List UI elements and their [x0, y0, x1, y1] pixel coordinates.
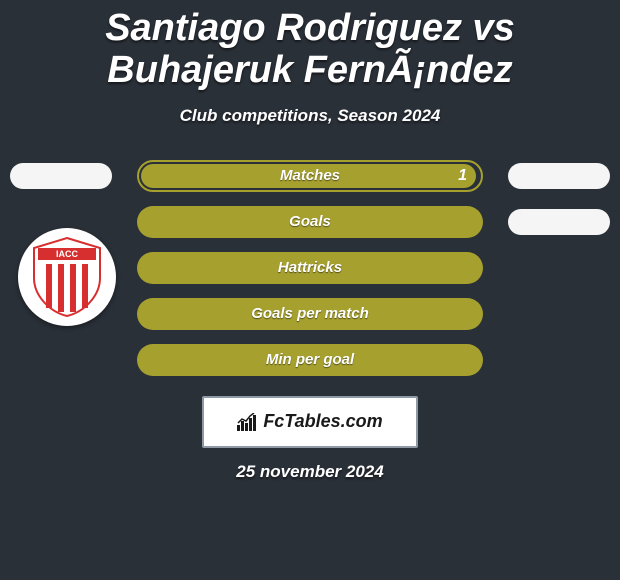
bar-goals: Goals [137, 206, 483, 238]
page-title: Santiago Rodriguez vs Buhajeruk FernÃ¡nd… [0, 0, 620, 92]
bar-label: Hattricks [278, 259, 342, 276]
club-badge: IACC [18, 228, 116, 326]
bar-label: Min per goal [266, 351, 354, 368]
bar-goals-per-match: Goals per match [137, 298, 483, 330]
pill-left [10, 163, 112, 189]
branding-text: FcTables.com [263, 411, 382, 432]
bar-hattricks: Hattricks [137, 252, 483, 284]
bar-matches: Matches 1 [137, 160, 483, 192]
bar-label: Matches [280, 167, 340, 184]
date-text: 25 november 2024 [0, 462, 620, 482]
chart-icon [237, 413, 257, 431]
row-goals: Goals [0, 206, 620, 238]
bar-min-per-goal: Min per goal [137, 344, 483, 376]
subtitle: Club competitions, Season 2024 [0, 106, 620, 126]
bar-label: Goals [289, 213, 331, 230]
branding-box: FcTables.com [202, 396, 418, 448]
bar-value-right: 1 [458, 167, 467, 185]
pill-right [508, 163, 610, 189]
pill-right [508, 209, 610, 235]
bar-label: Goals per match [251, 305, 369, 322]
club-badge-icon: IACC [24, 234, 110, 320]
row-matches: Matches 1 [0, 160, 620, 192]
svg-text:IACC: IACC [56, 249, 78, 259]
row-min-per-goal: Min per goal [0, 344, 620, 376]
